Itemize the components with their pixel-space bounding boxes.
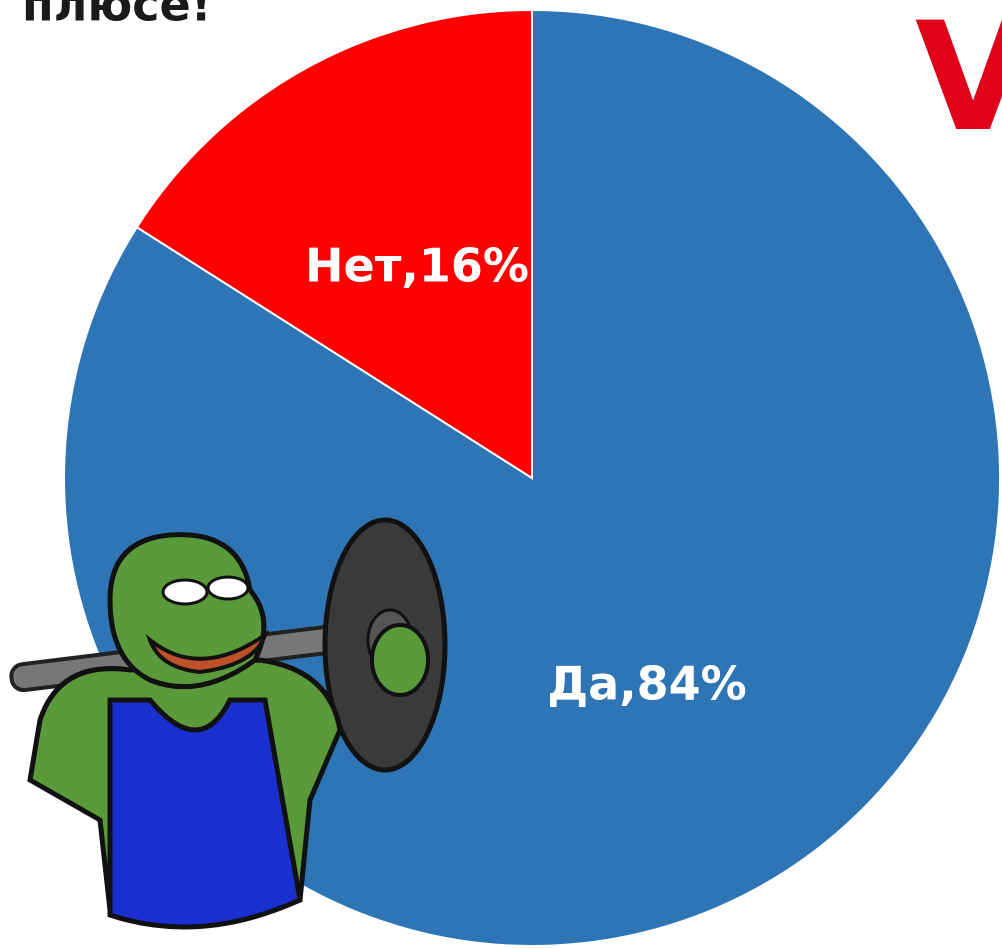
eye — [163, 580, 207, 604]
chart: плюсе! V Да,84% Нет,16% — [0, 0, 1002, 949]
data-label: Нет,16% — [305, 238, 529, 292]
annotation: V — [915, 0, 1002, 165]
page: плюсе! V Да,84%Нет,16% (() => { const da… — [0, 0, 1002, 949]
chart-title: плюсе! — [22, 0, 212, 32]
frog-hand — [372, 625, 428, 695]
data-label: Да,84% — [547, 657, 747, 711]
eye — [208, 577, 248, 599]
tank-top — [110, 700, 300, 927]
